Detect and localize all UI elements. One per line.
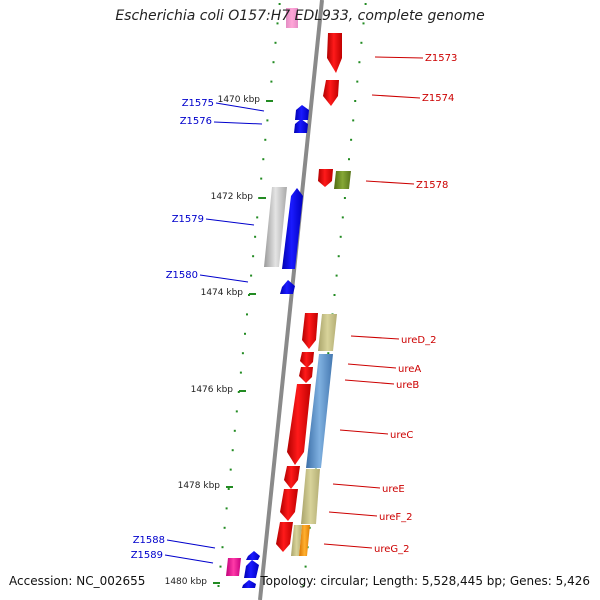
gene-urec-steel [306,354,333,468]
scale-label-1474: 1474 kbp [201,288,244,298]
gene-z1578 [318,169,333,187]
gene-uref-2 [280,489,298,521]
left-gene-labels: Z1575 Z1576 Z1579 Z1580 Z1588 Z1589 [131,98,265,564]
genome-summary-text: Topology: circular; Length: 5,528,445 bp… [260,574,590,588]
gene-top-partial [286,8,298,28]
gene-z1589 [244,560,259,578]
label-z1589: Z1589 [131,550,163,561]
gene-features [226,8,351,588]
gene-ured-2 [302,313,318,349]
genome-backbone [258,0,324,600]
scale-label-1472: 1472 kbp [211,192,254,202]
gene-z1580 [280,280,295,294]
label-urec: ureC [390,430,413,441]
right-gene-labels: Z1573 Z1574 Z1578 ureD_2 ureA ureB ureC … [323,53,457,555]
label-z1575: Z1575 [182,98,214,109]
label-ureg-2: ureG_2 [374,544,410,555]
gene-uref-2-khaki [301,469,320,524]
scale-label-1478: 1478 kbp [178,481,221,491]
gene-urec [287,384,311,465]
gene-ureg-2-khaki [291,525,302,556]
gene-z1579-grey [264,187,287,267]
gene-z1579 [282,188,303,269]
gene-z1574 [323,80,339,106]
scale-label-1480: 1480 kbp [165,577,208,587]
label-z1588: Z1588 [133,535,165,546]
gene-z1588-magenta [226,558,241,576]
label-ureb: ureB [396,380,419,391]
gene-ureg-2-orange [299,525,310,556]
gene-z1588 [246,551,260,560]
gene-z1576 [294,119,308,133]
scale-label-1470: 1470 kbp [218,95,261,105]
map-title: Escherichia coli O157:H7 EDL933, complet… [115,8,485,24]
label-z1576: Z1576 [180,116,212,127]
label-z1573: Z1573 [425,53,457,64]
gene-urea [300,352,314,368]
gene-bottom-blue [242,580,256,588]
label-z1579: Z1579 [172,214,204,225]
gene-ured-2-khaki [318,314,337,351]
gene-z1575 [295,105,309,120]
label-z1580: Z1580 [166,270,198,281]
label-uref-2: ureF_2 [379,512,413,523]
accession-text: Accession: NC_002655 [9,574,146,588]
label-urea: ureA [398,364,421,375]
scale-labels: 1470 kbp 1472 kbp 1474 kbp 1476 kbp 1478… [165,95,273,587]
gene-ureg-2 [276,522,293,552]
label-uree: ureE [382,484,405,495]
label-ured-2: ureD_2 [401,335,436,346]
gene-uree [284,466,300,489]
gene-ureb [299,367,313,383]
scale-label-1476: 1476 kbp [191,385,234,395]
gene-z1573 [327,33,342,73]
label-z1574: Z1574 [422,93,454,104]
label-z1578: Z1578 [416,180,448,191]
gene-z1578-olive [334,171,351,189]
